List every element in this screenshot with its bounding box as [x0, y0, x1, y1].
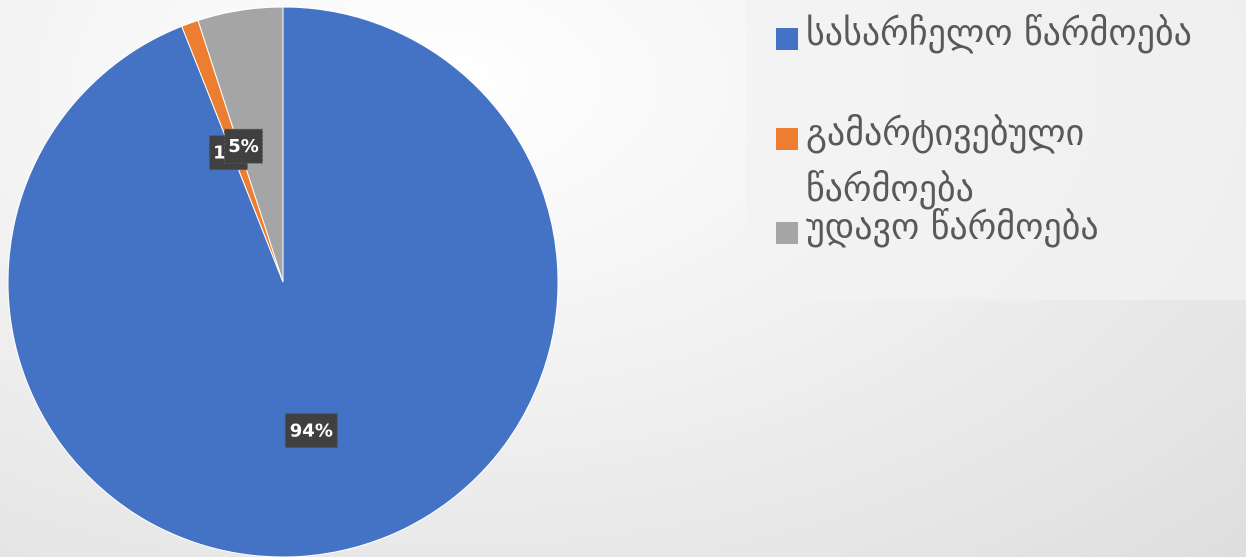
data-label-sasarchelo-text: 94% — [290, 421, 333, 442]
legend-swatch-sasarchelo — [776, 28, 798, 50]
data-labels: 94%1%5% — [208, 128, 338, 449]
data-label-udavo-text: 5% — [228, 136, 259, 157]
pie-slices — [7, 6, 559, 557]
data-label-udavo-box — [223, 128, 263, 164]
data-label-sasarchelo-box — [284, 413, 338, 449]
legend-item-sasarchelo: სასარჩელო წარმოება — [776, 6, 1226, 62]
legend-label-udavo: უდავო წარმოება — [806, 207, 1099, 248]
legend-item-udavo: უდავო წარმოება — [776, 200, 1226, 256]
legend-label-sasarchelo: სასარჩელო წარმოება — [806, 13, 1192, 54]
legend-swatch-udavo — [776, 222, 798, 244]
chart-legend: სასარჩელო წარმოება გამარტივებული წარმოებ… — [746, 0, 1246, 300]
legend-swatch-gamartivebuli — [776, 128, 798, 150]
data-label-sasarchelo: 94% — [284, 413, 338, 449]
data-label-udavo: 5% — [223, 128, 263, 164]
legend-item-gamartivebuli: გამარტივებული წარმოება — [776, 106, 1126, 218]
legend-label-gamartivebuli: გამარტივებული წარმოება — [806, 113, 1085, 210]
